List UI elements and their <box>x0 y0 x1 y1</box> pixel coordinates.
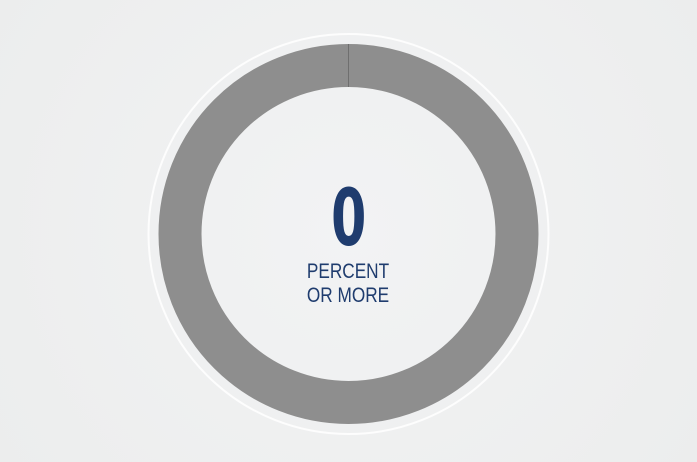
gauge-caption-line-2: OR MORE <box>306 284 390 307</box>
gauge-caption-line-1: PERCENT <box>306 260 390 283</box>
gauge-value: 0 <box>331 174 366 264</box>
outer-halo-ring <box>147 33 550 435</box>
gauge-center-label: 0 PERCENT OR MORE <box>248 178 448 308</box>
